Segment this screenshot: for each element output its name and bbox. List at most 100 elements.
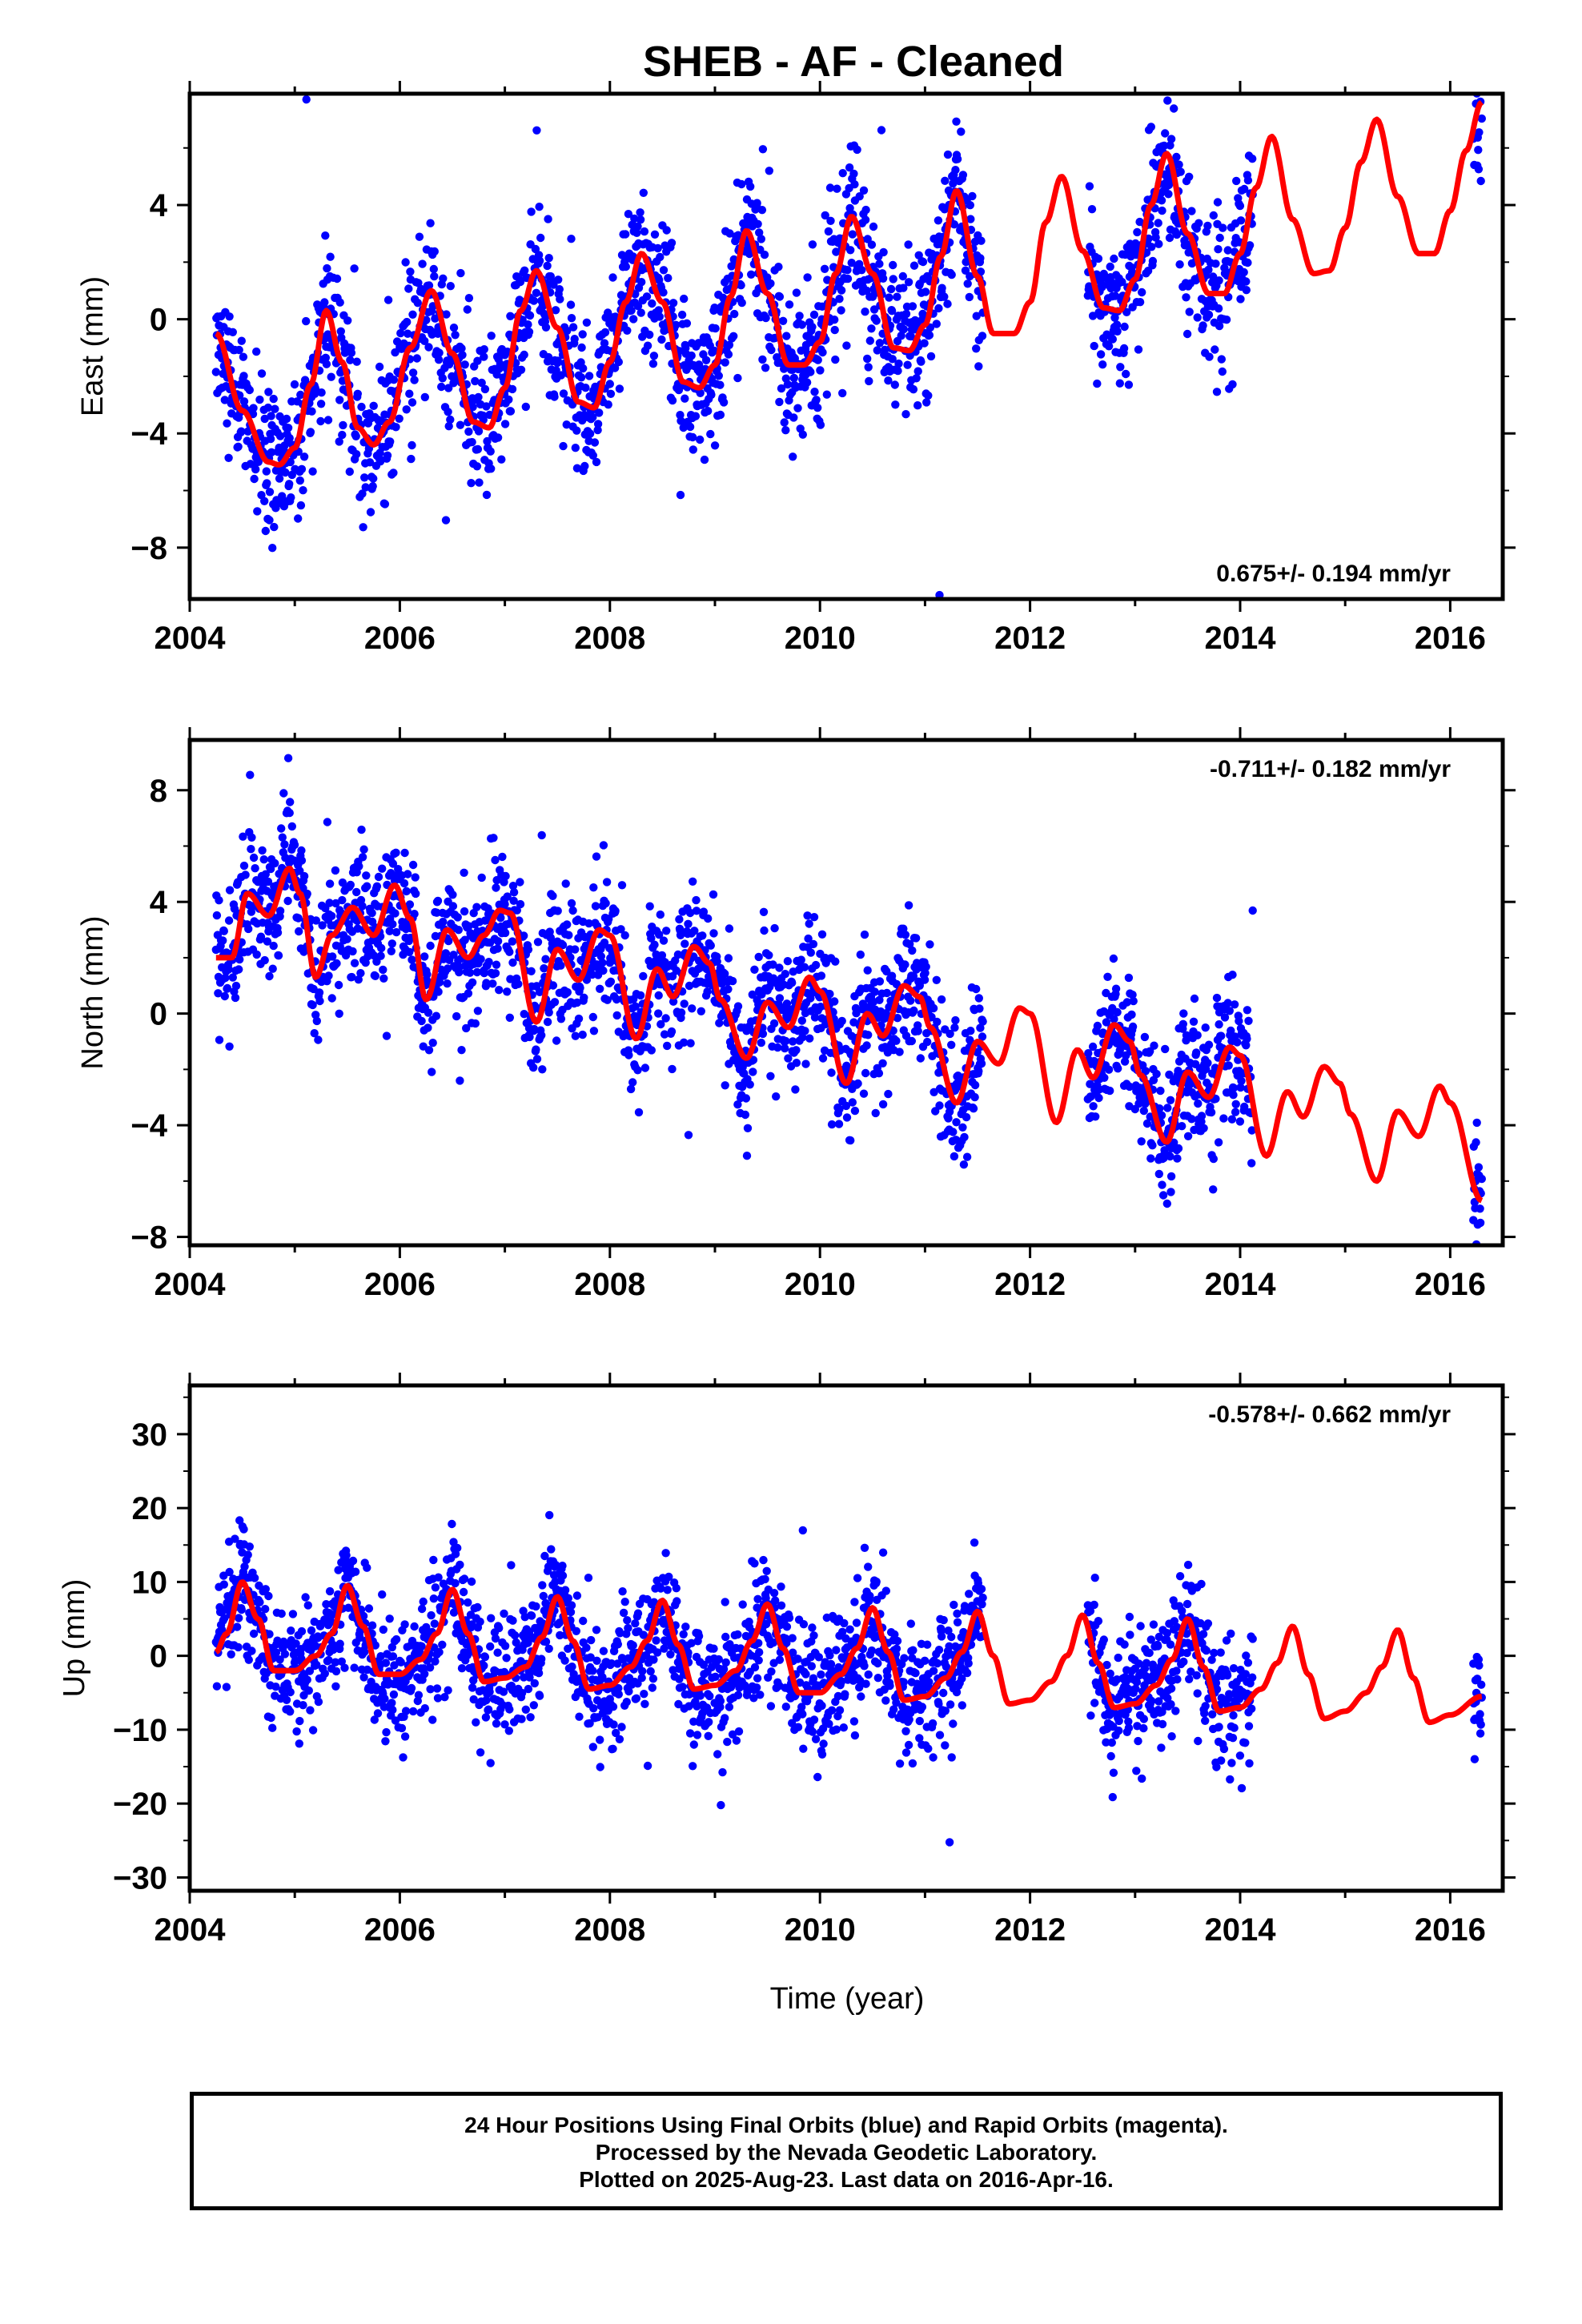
data-point bbox=[263, 403, 273, 412]
data-point bbox=[548, 981, 558, 990]
data-point bbox=[468, 403, 477, 412]
data-point bbox=[215, 1035, 224, 1044]
data-point bbox=[456, 268, 465, 278]
data-point bbox=[525, 1032, 534, 1042]
data-point bbox=[757, 206, 767, 215]
data-point bbox=[502, 1654, 511, 1663]
data-point bbox=[468, 1683, 477, 1692]
data-point bbox=[730, 309, 739, 319]
data-point bbox=[508, 882, 518, 891]
data-point bbox=[878, 1100, 888, 1109]
data-point bbox=[906, 332, 916, 341]
data-point bbox=[314, 1035, 323, 1044]
data-point bbox=[564, 1594, 572, 1602]
data-point bbox=[481, 1713, 491, 1722]
data-point bbox=[401, 1707, 411, 1715]
x-tick-label: 2008 bbox=[574, 1267, 645, 1302]
data-point bbox=[934, 304, 943, 313]
data-point bbox=[521, 402, 530, 412]
data-point bbox=[753, 219, 762, 228]
data-point bbox=[506, 975, 515, 983]
data-point bbox=[605, 380, 614, 388]
data-point bbox=[659, 288, 668, 297]
data-point bbox=[244, 1655, 253, 1664]
data-point bbox=[1235, 1016, 1243, 1026]
data-point bbox=[435, 348, 444, 357]
data-point bbox=[408, 398, 417, 407]
data-point bbox=[863, 354, 872, 364]
data-point bbox=[649, 1598, 659, 1606]
data-point bbox=[802, 378, 812, 387]
data-point bbox=[336, 327, 345, 336]
data-point bbox=[608, 1744, 617, 1753]
data-point bbox=[805, 1034, 814, 1043]
data-point bbox=[636, 208, 644, 217]
data-point bbox=[295, 866, 304, 875]
data-point bbox=[1138, 287, 1146, 297]
data-point bbox=[792, 1046, 801, 1055]
data-point bbox=[402, 405, 411, 414]
data-point bbox=[533, 938, 543, 947]
data-point bbox=[253, 507, 262, 516]
data-point bbox=[262, 467, 271, 476]
data-point bbox=[1476, 83, 1484, 91]
data-point bbox=[225, 1567, 234, 1577]
data-point bbox=[741, 1094, 751, 1103]
data-point bbox=[1474, 146, 1483, 155]
data-point bbox=[348, 947, 357, 956]
data-point bbox=[1239, 267, 1248, 277]
data-point bbox=[878, 1059, 887, 1068]
data-point bbox=[280, 840, 289, 849]
data-point bbox=[358, 902, 367, 911]
data-point bbox=[576, 983, 584, 993]
data-point bbox=[1157, 196, 1166, 205]
data-point bbox=[696, 388, 705, 397]
data-point bbox=[845, 163, 854, 172]
data-point bbox=[438, 1640, 447, 1649]
data-point bbox=[1157, 1111, 1166, 1120]
data-point bbox=[463, 305, 472, 314]
data-point bbox=[457, 1046, 466, 1055]
data-point bbox=[239, 372, 248, 380]
data-point bbox=[520, 266, 529, 275]
data-point bbox=[420, 392, 429, 402]
data-point bbox=[864, 1031, 873, 1039]
data-point bbox=[950, 220, 959, 229]
data-point bbox=[231, 1534, 239, 1543]
data-point bbox=[608, 1703, 618, 1711]
data-point bbox=[962, 1112, 971, 1122]
data-point bbox=[746, 182, 755, 191]
data-point bbox=[429, 264, 438, 274]
data-point bbox=[1240, 184, 1249, 194]
data-point bbox=[537, 1031, 546, 1040]
data-point bbox=[516, 899, 525, 909]
data-point bbox=[235, 965, 243, 974]
data-point bbox=[400, 1620, 409, 1629]
data-point bbox=[443, 979, 452, 988]
data-point bbox=[374, 872, 383, 882]
data-point bbox=[909, 385, 918, 394]
data-point bbox=[335, 1009, 343, 1019]
data-point bbox=[503, 892, 512, 901]
data-point bbox=[254, 457, 263, 466]
data-point bbox=[285, 808, 294, 818]
data-point bbox=[575, 1712, 584, 1721]
data-point bbox=[312, 1660, 321, 1670]
data-point bbox=[1472, 1118, 1481, 1128]
data-point bbox=[526, 1713, 535, 1722]
data-point bbox=[286, 1687, 295, 1697]
data-point bbox=[297, 464, 307, 473]
data-point bbox=[473, 1602, 482, 1612]
data-point bbox=[1477, 114, 1487, 123]
data-point bbox=[934, 216, 943, 225]
data-point bbox=[1209, 1154, 1219, 1164]
data-point bbox=[388, 1652, 398, 1661]
data-point bbox=[387, 1699, 396, 1707]
data-point bbox=[381, 1659, 391, 1667]
data-point bbox=[338, 430, 347, 440]
data-point bbox=[544, 1008, 553, 1017]
data-point bbox=[249, 1629, 259, 1638]
data-point bbox=[391, 848, 400, 858]
data-point bbox=[755, 228, 764, 237]
data-point bbox=[604, 400, 612, 409]
